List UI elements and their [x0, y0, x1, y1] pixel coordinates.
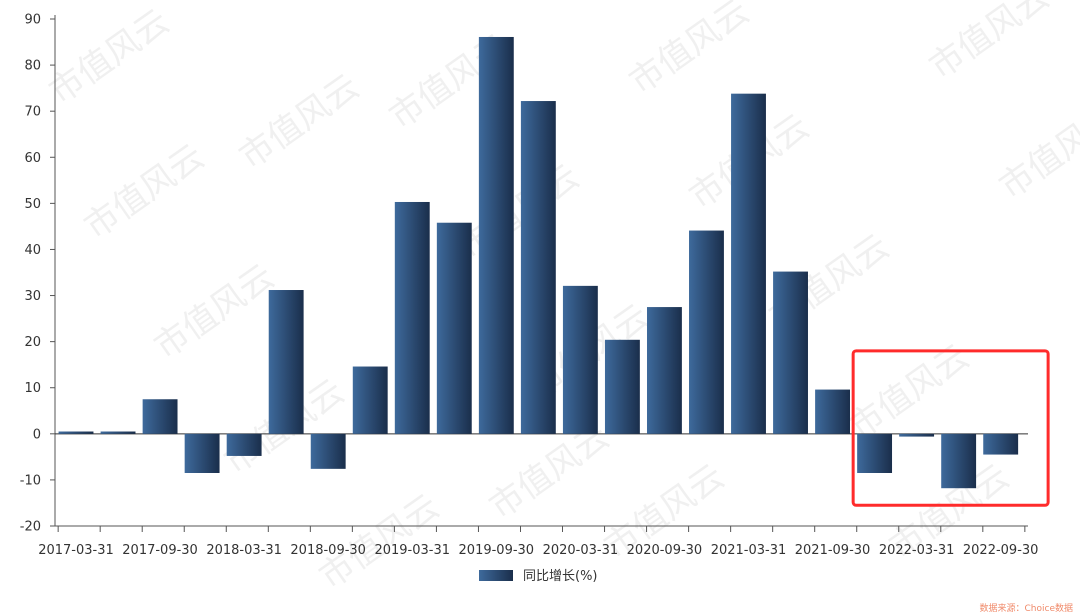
bar: [100, 431, 136, 434]
bar: [226, 433, 262, 456]
bar: [520, 101, 556, 434]
bar: [941, 433, 977, 489]
watermark-text: 市值风云: [922, 0, 1056, 87]
bar: [857, 433, 893, 473]
watermark-layer: 市值风云市值风云市值风云市值风云市值风云市值风云市值风云市值风云市值风云市值风云…: [42, 0, 1080, 597]
bar: [394, 201, 430, 434]
x-tick-label: 2019-09-30: [459, 543, 535, 558]
bar: [478, 36, 514, 434]
watermark-text: 市值风云: [622, 0, 756, 102]
x-tick-label: 2021-09-30: [795, 543, 871, 558]
y-tick-label: -10: [20, 473, 41, 488]
y-tick-label: 60: [24, 151, 41, 166]
highlight-box: [851, 349, 1050, 507]
x-tick-label: 2022-09-30: [963, 543, 1039, 558]
bar: [268, 290, 304, 434]
x-tick-label: 2018-09-30: [290, 543, 366, 558]
watermark-text: 市值风云: [452, 157, 586, 268]
watermark-text: 市值风云: [42, 2, 176, 113]
watermark-text: 市值风云: [232, 67, 366, 178]
watermark-text: 市值风云: [312, 487, 446, 598]
y-tick-label: 40: [24, 243, 41, 258]
x-tick-label: 2020-09-30: [627, 543, 703, 558]
bar: [142, 399, 178, 434]
watermark-text: 市值风云: [992, 97, 1080, 208]
bars: [58, 36, 1019, 489]
y-tick-label: 50: [24, 197, 41, 212]
bar: [773, 271, 808, 434]
y-tick-label: 80: [24, 59, 41, 74]
watermark-text: 市值风云: [842, 337, 976, 448]
x-tick-label: 2020-03-31: [543, 543, 619, 558]
bar: [899, 433, 935, 437]
bar: [815, 389, 851, 434]
y-tick-label: 90: [24, 13, 41, 28]
y-tick-label: 0: [33, 427, 41, 442]
legend: 同比增长(%): [479, 569, 598, 584]
x-tick-label: 2019-03-31: [374, 543, 450, 558]
legend-swatch: [479, 570, 513, 581]
bar: [310, 433, 346, 469]
y-tick-label: 70: [24, 105, 41, 120]
bar: [562, 285, 598, 434]
y-tick-label: 30: [24, 289, 41, 304]
bar: [983, 433, 1019, 455]
bar: [604, 339, 640, 434]
y-tick-label: 20: [24, 335, 41, 350]
x-tick-label: 2018-03-31: [206, 543, 282, 558]
bar: [58, 431, 94, 434]
source-note: 数据来源：Choice数据: [980, 602, 1073, 614]
bar: [731, 93, 766, 434]
watermark-text: 市值风云: [77, 137, 211, 248]
y-tick-label: 10: [24, 381, 41, 396]
x-tick-label: 2021-03-31: [711, 543, 787, 558]
watermark-text: 市值风云: [147, 257, 281, 368]
bar: [646, 307, 682, 434]
legend-label: 同比增长(%): [523, 569, 598, 584]
bar: [184, 433, 220, 473]
x-tick-label: 2017-09-30: [122, 543, 198, 558]
y-tick-label: -20: [20, 520, 41, 535]
x-tick-label: 2017-03-31: [38, 543, 114, 558]
bar: [689, 230, 724, 434]
highlight-layer: [851, 349, 1050, 507]
bar: [436, 222, 472, 434]
bar: [352, 366, 388, 434]
x-tick-label: 2022-03-31: [879, 543, 955, 558]
